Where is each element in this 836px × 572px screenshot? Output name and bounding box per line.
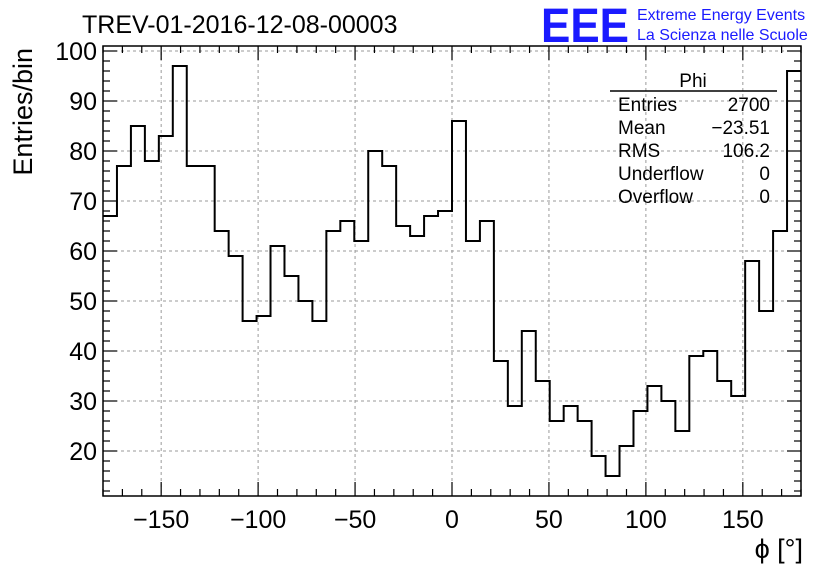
histogram-bin: [368, 151, 382, 496]
stats-label-underflow: Underflow: [618, 164, 704, 185]
histogram-bin: [145, 161, 159, 496]
histogram-bin: [536, 381, 550, 496]
histogram-bin: [564, 406, 578, 496]
histogram-bins: [103, 66, 801, 496]
histogram-bin: [298, 301, 312, 496]
histogram-bin: [117, 166, 131, 496]
x-axis-label: ϕ [°]: [755, 534, 803, 564]
histogram-bin: [173, 66, 187, 496]
histogram-bin: [773, 231, 787, 496]
histogram-bin: [759, 311, 773, 496]
x-tick-label: −50: [334, 506, 376, 534]
stats-value-mean: −23.51: [711, 118, 770, 139]
histogram-bin: [550, 421, 564, 496]
histogram-bin: [494, 361, 508, 496]
histogram-bin: [215, 231, 229, 496]
histogram-bin: [326, 231, 340, 496]
histogram-bin: [620, 446, 634, 496]
x-tick-label: 0: [445, 506, 459, 534]
eee-logo: EEE: [541, 0, 629, 53]
histogram-bin: [354, 241, 368, 496]
histogram-bin: [717, 381, 731, 496]
histogram-bin: [410, 236, 424, 496]
histogram-bin: [731, 396, 745, 496]
histogram-bin: [103, 216, 117, 496]
logo-line-2: La Scienza nelle Scuole: [637, 27, 808, 44]
histogram-bin: [340, 221, 354, 496]
run-title: TREV-01-2016-12-08-00003: [82, 11, 397, 39]
histogram-bin: [257, 316, 271, 496]
x-tick-label: 100: [625, 506, 667, 534]
y-tick-label: 40: [69, 338, 97, 366]
stats-value-rms: 106.2: [722, 141, 770, 162]
x-tick-label: 150: [722, 506, 764, 534]
histogram-bin: [396, 226, 410, 496]
y-tick-label: 50: [69, 288, 97, 316]
x-tick-label: −100: [230, 506, 286, 534]
stats-label-rms: RMS: [618, 141, 660, 162]
histogram-bin: [689, 356, 703, 496]
tick-labels: −150 −100 −50 0 50 100 150 20 30 40 50 60 70 80 90 100: [55, 38, 763, 534]
y-axis-label: Entries/bin: [8, 48, 38, 176]
histogram-bin: [382, 166, 396, 496]
histogram-bin: [647, 386, 661, 496]
x-tick-label: −150: [133, 506, 189, 534]
logo-line-1: Extreme Energy Events: [637, 7, 805, 24]
histogram-bin: [703, 351, 717, 496]
stats-label-mean: Mean: [618, 118, 666, 139]
histogram-bin: [452, 121, 466, 496]
histogram-bin: [229, 256, 243, 496]
stats-label-entries: Entries: [618, 95, 677, 116]
x-tick-label: 50: [535, 506, 563, 534]
histogram-bin: [466, 241, 480, 496]
axis-ticks: [102, 46, 802, 496]
histogram-bin: [201, 166, 215, 496]
histogram-bin: [438, 211, 452, 496]
histogram-bin: [633, 411, 647, 496]
y-tick-label: 100: [55, 38, 97, 66]
histogram-bin: [480, 221, 494, 496]
stats-value-entries: 2700: [728, 95, 770, 116]
histogram-bin: [745, 261, 759, 496]
histogram-bin: [271, 246, 285, 496]
histogram-outline: [103, 65, 801, 477]
stats-value-underflow: 0: [759, 164, 770, 185]
plot-frame: [102, 45, 802, 497]
histogram-bin: [787, 71, 801, 496]
stats-title: Phi: [679, 71, 706, 92]
stats-value-overflow: 0: [759, 187, 770, 208]
histogram-bin: [592, 456, 606, 496]
histogram-bin: [424, 216, 438, 496]
histogram-bin: [243, 321, 257, 496]
histogram-bin: [508, 406, 522, 496]
y-tick-label: 80: [69, 138, 97, 166]
y-tick-label: 90: [69, 88, 97, 116]
histogram-bin: [606, 476, 620, 496]
histogram-bin: [522, 331, 536, 496]
y-tick-label: 70: [69, 188, 97, 216]
histogram-bin: [187, 166, 201, 496]
histogram-bin: [578, 421, 592, 496]
stats-label-overflow: Overflow: [618, 187, 693, 208]
y-tick-label: 60: [69, 238, 97, 266]
histogram-bin: [661, 401, 675, 496]
histogram-bin: [312, 321, 326, 496]
y-tick-label: 30: [69, 388, 97, 416]
stats-box: Phi Entries 2700 Mean −23.51 RMS 106.2 U…: [610, 71, 777, 208]
histogram-bin: [675, 431, 689, 496]
histogram-bin: [284, 276, 298, 496]
histogram-bin: [159, 136, 173, 496]
histogram-bin: [131, 126, 145, 496]
y-tick-label: 20: [69, 438, 97, 466]
